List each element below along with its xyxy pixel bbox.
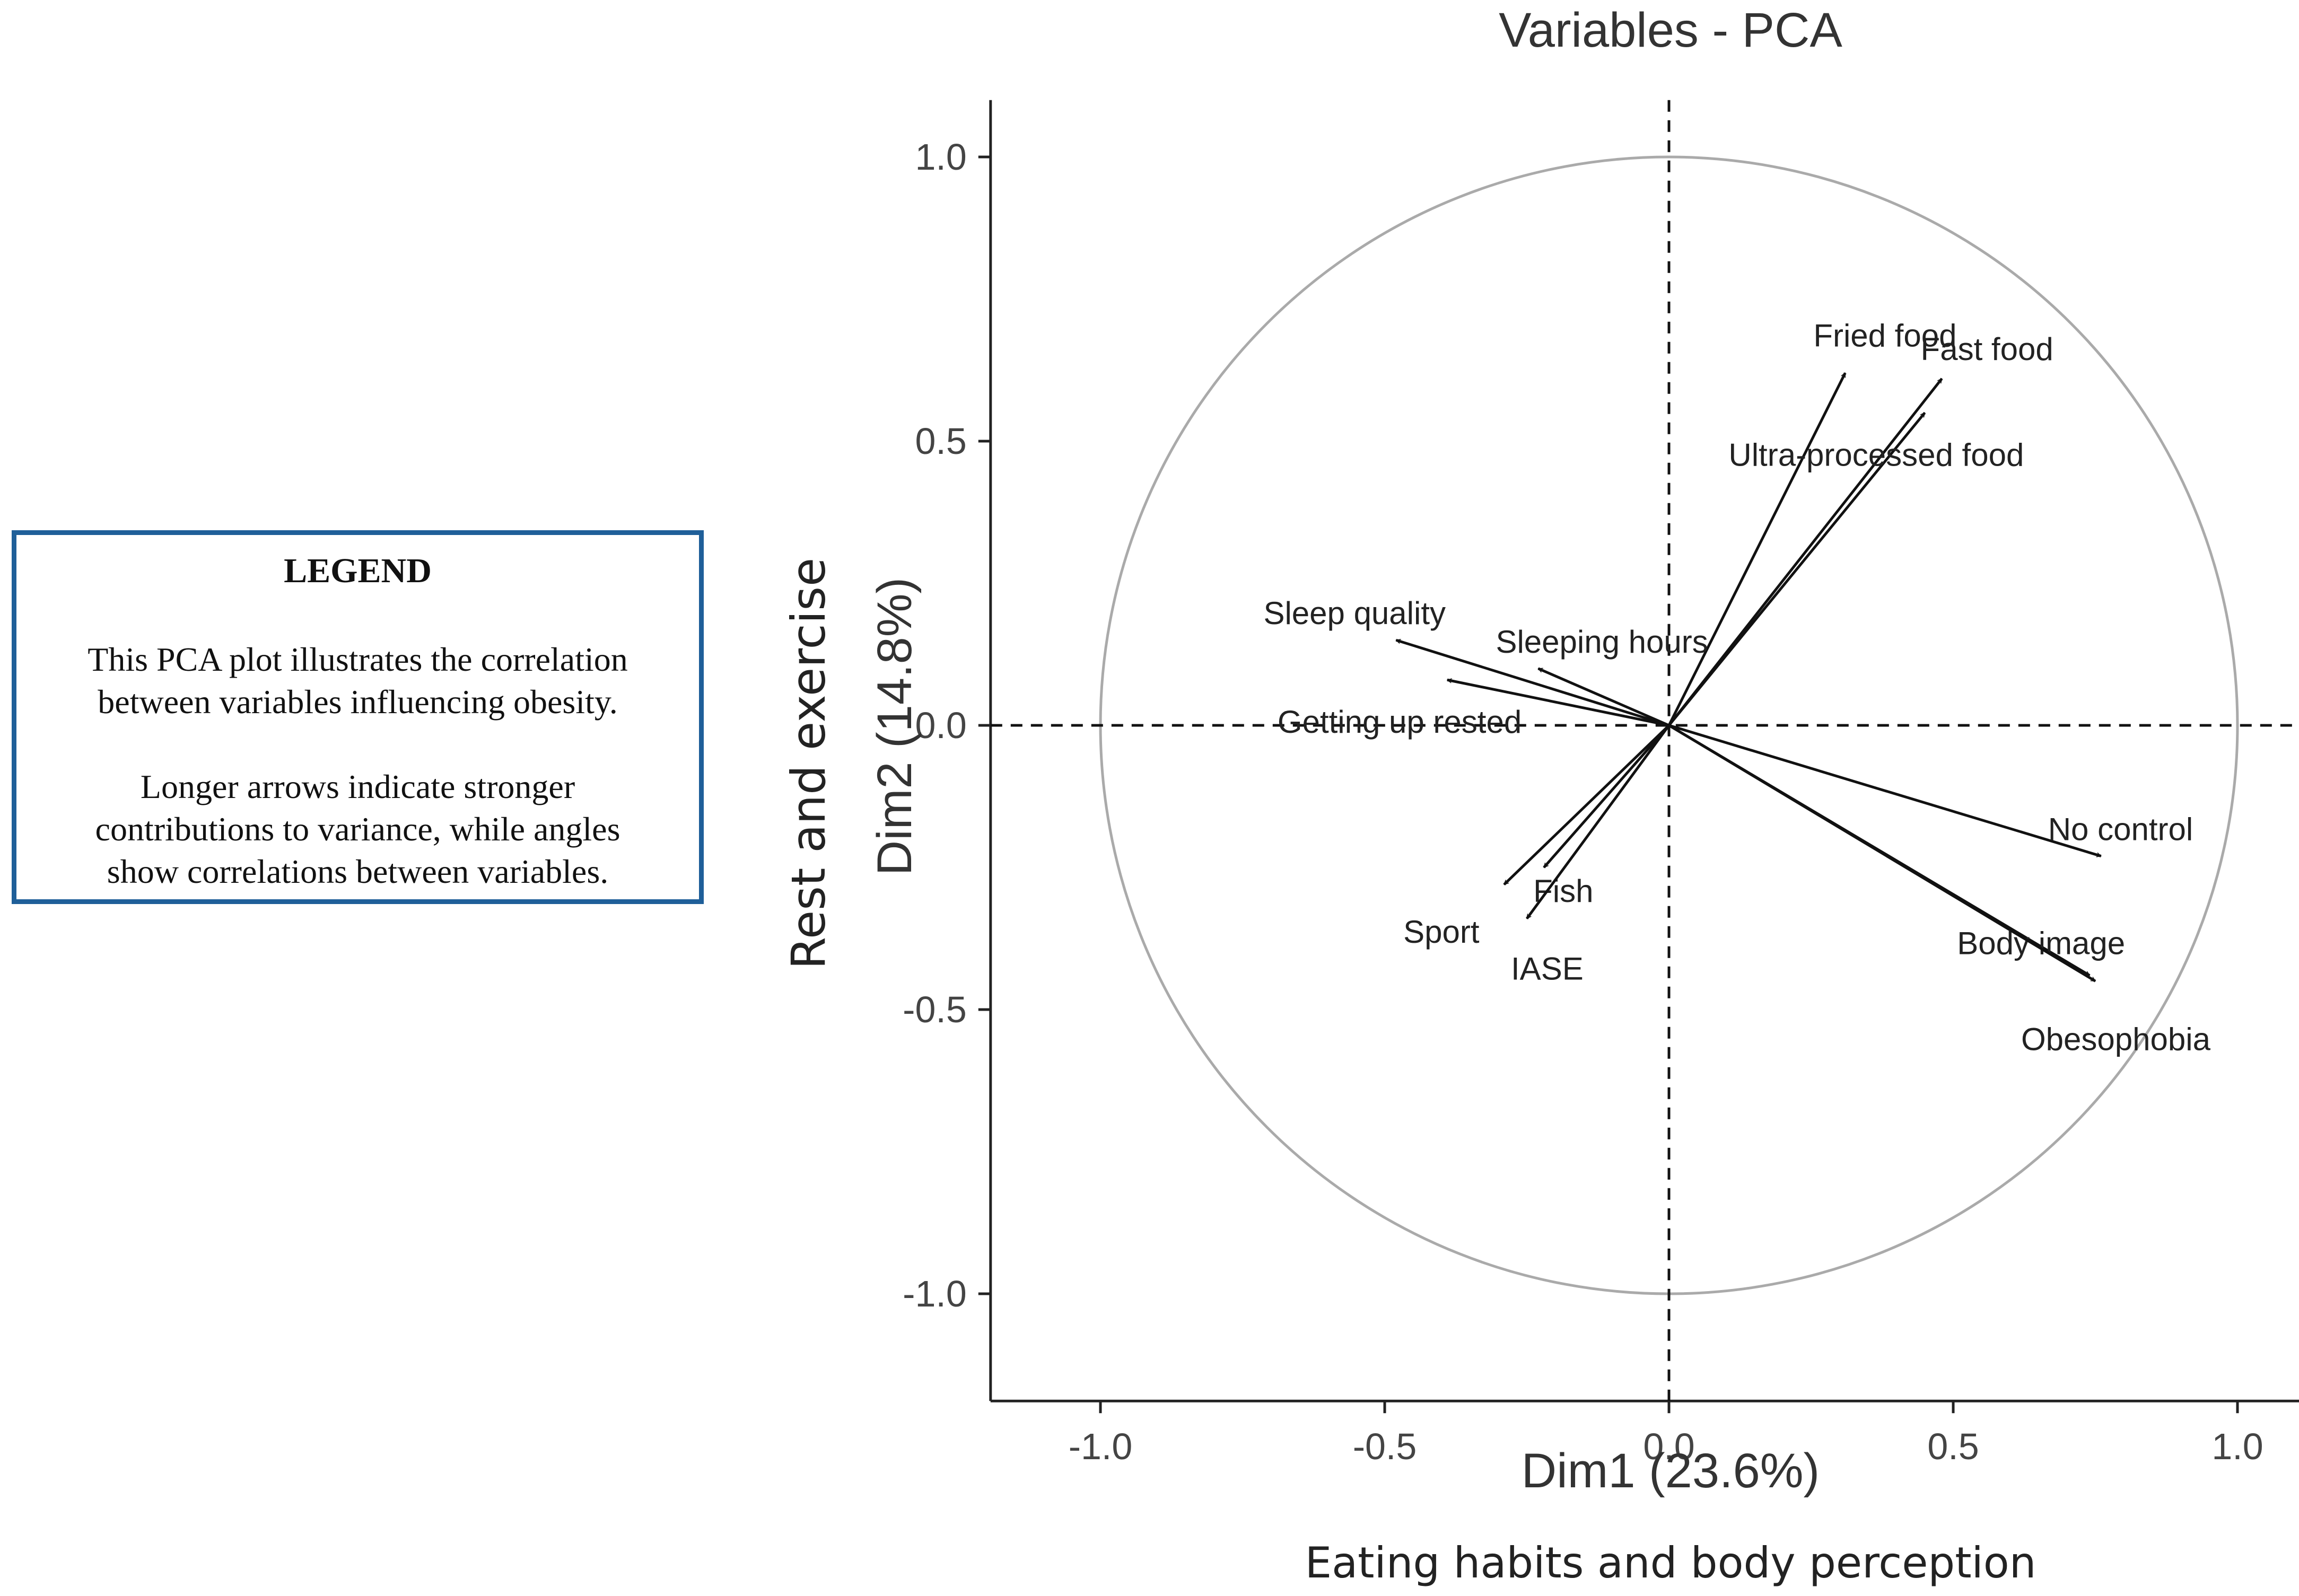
label-obesophobia: Obesophobia: [2021, 1021, 2211, 1057]
label-fast-food: Fast food: [1921, 331, 2053, 367]
x-axis-label: Dim1 (23.6%): [1522, 1444, 1820, 1498]
y-axis-label: Dim2 (14.8%): [868, 577, 922, 875]
arrow-ultra-processed-food: [1668, 411, 1926, 726]
arrow-iase: [1525, 724, 1671, 919]
label-sport: Sport: [1403, 914, 1480, 950]
x-tick-label: 0.0: [1643, 1426, 1694, 1467]
label-fried-food: Fried food: [1813, 318, 1956, 353]
label-sleeping-hours: Sleeping hours: [1496, 624, 1708, 660]
y-tick-label: -1.0: [903, 1273, 967, 1314]
arrow-fish: [1543, 724, 1670, 869]
y-tick-label: 0.5: [915, 420, 966, 462]
arrow-sleeping-hours: [1538, 667, 1669, 727]
legend-line-1: This PCA plot illustrates the correlatio…: [88, 641, 628, 678]
arrow-no-control: [1668, 724, 2101, 857]
label-body-image: Body image: [1957, 926, 2125, 961]
arrow-getting-up-rested: [1447, 680, 1669, 727]
y-tick-label: -0.5: [903, 989, 967, 1030]
y-tick-label: 1.0: [915, 136, 966, 178]
label-ultra-processed-food: Ultra-processed food: [1728, 437, 2024, 472]
chart-title: Variables - PCA: [1499, 3, 1842, 57]
label-getting-up-rested: Getting up rested: [1278, 704, 1522, 740]
y-annotation: Rest and exercise: [781, 558, 836, 969]
x-annotation: Eating habits and body perception: [1305, 1538, 2036, 1588]
legend-line-5: show correlations between variables.: [107, 853, 609, 890]
legend-line-4: contributions to variance, while angles: [95, 810, 620, 848]
x-tick-label: 1.0: [2211, 1426, 2263, 1467]
legend-title: LEGEND: [284, 551, 432, 590]
label-fish: Fish: [1533, 873, 1593, 909]
x-tick-label: 0.5: [1927, 1426, 1979, 1467]
label-no-control: No control: [2048, 812, 2193, 847]
x-tick-label: -1.0: [1069, 1426, 1133, 1467]
arrow-sport: [1503, 724, 1670, 885]
label-iase: IASE: [1511, 951, 1584, 986]
y-tick-label: 0.0: [915, 705, 966, 746]
x-tick-label: -0.5: [1353, 1426, 1417, 1467]
legend-line-3: Longer arrows indicate stronger: [140, 768, 575, 805]
legend-box: LEGEND This PCA plot illustrates the cor…: [12, 530, 704, 904]
arrow-sleep-quality: [1396, 638, 1669, 727]
arrow-obesophobia: [1668, 724, 2096, 983]
legend-line-2: between variables influencing obesity.: [98, 683, 618, 721]
arrow-fried-food: [1667, 373, 1847, 726]
arrow-fast-food: [1668, 378, 1943, 726]
label-sleep-quality: Sleep quality: [1263, 595, 1446, 631]
